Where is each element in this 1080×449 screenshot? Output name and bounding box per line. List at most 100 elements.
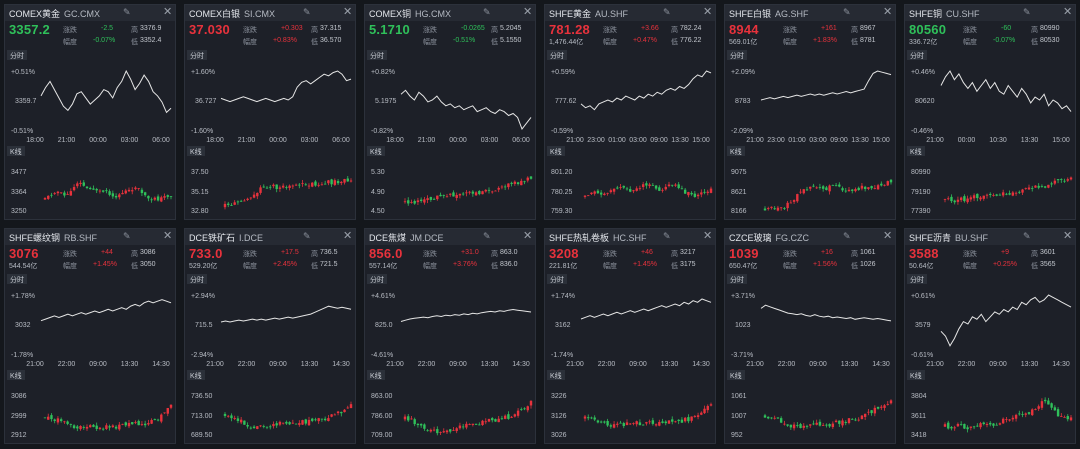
candle-body (792, 424, 796, 429)
tab-kline[interactable]: K线 (7, 146, 25, 156)
candle-body (166, 408, 169, 414)
candle-body (619, 422, 622, 424)
candle-body (47, 195, 50, 199)
candle-body (114, 426, 118, 429)
candle-body (410, 418, 413, 420)
candle-body (118, 194, 121, 198)
intraday-time-label: 13:30 (1021, 361, 1039, 367)
tab-intraday[interactable]: 分时 (547, 50, 567, 60)
close-icon[interactable]: ✕ (163, 230, 173, 242)
candle-body (831, 185, 835, 186)
quote-panel[interactable]: SHFE铜 CU.SHF ✎ ✕ 80560 336.72亿 涨跌 -60 高 80990 幅度 -0… (904, 4, 1076, 220)
close-icon[interactable]: ✕ (343, 230, 353, 242)
quote-panel[interactable]: SHFE黄金 AU.SHF ✎ ✕ 781.28 1,476.44亿 涨跌 +3.66 高 782… (544, 4, 716, 220)
tab-intraday[interactable]: 分时 (187, 50, 207, 60)
intraday-time-label: 13:30 (671, 137, 689, 143)
quote-panel[interactable]: SHFE沥青 BU.SHF ✎ ✕ 3588 50.64亿 涨跌 +9 高 3601 幅度 +0.25… (904, 228, 1076, 444)
kline-chart: 34773364325005-2306-0206-1006-1806-26 (11, 169, 173, 215)
tab-intraday[interactable]: 分时 (727, 50, 747, 60)
instrument-code: AU.SHF (595, 9, 629, 19)
high-value: 1061 (860, 249, 876, 256)
candle-body (131, 422, 134, 425)
quote-panel[interactable]: CZCE玻璃 FG.CZC ✎ ✕ 1039 650.47亿 涨跌 +16 高 1061 幅度 +1.… (724, 228, 896, 444)
candle-body (455, 428, 458, 432)
intraday-time-label: 06:00 (512, 137, 530, 143)
candle-body (227, 415, 230, 417)
tab-kline[interactable]: K线 (907, 146, 925, 156)
pencil-icon[interactable]: ✎ (123, 231, 131, 241)
tab-kline[interactable]: K线 (727, 370, 745, 380)
candle-body (526, 406, 529, 411)
quote-panel[interactable]: SHFE白银 AG.SHF ✎ ✕ 8944 569.01亿 涨跌 +161 高 8967 幅度 +1… (724, 4, 896, 220)
tab-kline[interactable]: K线 (367, 370, 385, 380)
candle-body (249, 427, 253, 429)
tab-intraday[interactable]: 分时 (7, 50, 27, 60)
candle-body (1005, 419, 1008, 420)
close-icon[interactable]: ✕ (703, 230, 713, 242)
low-label: 低 (851, 39, 858, 46)
candle-body (478, 190, 481, 195)
close-icon[interactable]: ✕ (883, 230, 893, 242)
quote-panel[interactable]: COMEX铜 HG.CMX ✎ ✕ 5.1710 涨跌 -0.0265 高 5.2045 幅度 -0… (364, 4, 536, 220)
pencil-icon[interactable]: ✎ (843, 231, 851, 241)
candle-body (500, 186, 504, 188)
tab-kline[interactable]: K线 (907, 370, 925, 380)
pencil-icon[interactable]: ✎ (303, 7, 311, 17)
intraday-time-label: 09:00 (89, 361, 107, 367)
tab-intraday[interactable]: 分时 (547, 274, 567, 284)
candle-body (95, 425, 98, 429)
tab-intraday[interactable]: 分时 (367, 50, 387, 60)
candle-body (333, 414, 337, 416)
low-label: 低 (1031, 263, 1038, 270)
pencil-icon[interactable]: ✎ (123, 7, 131, 17)
close-icon[interactable]: ✕ (703, 6, 713, 18)
close-icon[interactable]: ✕ (1063, 230, 1073, 242)
tab-kline[interactable]: K线 (727, 146, 745, 156)
candle-body (69, 191, 73, 196)
quote-panel[interactable]: SHFE热轧卷板 HC.SHF ✎ ✕ 3208 221.81亿 涨跌 +46 高 3217 幅度 +… (544, 228, 716, 444)
tab-kline[interactable]: K线 (547, 146, 565, 156)
pencil-icon[interactable]: ✎ (663, 231, 671, 241)
tab-intraday[interactable]: 分时 (907, 50, 927, 60)
turnover: 650.47亿 (729, 263, 758, 270)
quote-panel[interactable]: COMEX白银 SI.CMX ✎ ✕ 37.030 涨跌 +0.303 高 37.315 幅度 +0… (184, 4, 356, 220)
close-icon[interactable]: ✕ (343, 6, 353, 18)
tab-intraday[interactable]: 分时 (367, 274, 387, 284)
pencil-icon[interactable]: ✎ (483, 7, 491, 17)
tab-intraday[interactable]: 分时 (7, 274, 27, 284)
quote-panel[interactable]: SHFE螺纹钢 RB.SHF ✎ ✕ 3076 544.54亿 涨跌 +44 高 3086 幅度 +1… (4, 228, 176, 444)
quote-panel[interactable]: DCE焦煤 JM.DCE ✎ ✕ 856.0 557.14亿 涨跌 +31.0 高 863.0 幅度… (364, 228, 536, 444)
candle-body (590, 192, 593, 195)
tab-kline[interactable]: K线 (187, 146, 205, 156)
pencil-icon[interactable]: ✎ (1023, 231, 1031, 241)
close-icon[interactable]: ✕ (883, 6, 893, 18)
pencil-icon[interactable]: ✎ (483, 231, 491, 241)
low-label: 低 (671, 39, 678, 46)
tab-kline[interactable]: K线 (367, 146, 385, 156)
tab-intraday[interactable]: 分时 (907, 274, 927, 284)
close-icon[interactable]: ✕ (523, 6, 533, 18)
tab-intraday[interactable]: 分时 (727, 274, 747, 284)
tab-kline[interactable]: K线 (187, 370, 205, 380)
tab-kline[interactable]: K线 (547, 370, 565, 380)
candle-body (458, 425, 462, 429)
tab-kline[interactable]: K线 (7, 370, 25, 380)
pencil-icon[interactable]: ✎ (1023, 7, 1031, 17)
kline-chart: 90758621816605-2205-3006-1006-1806-26 (731, 169, 893, 215)
quote-panel[interactable]: DCE铁矿石 I.DCE ✎ ✕ 733.0 529.20亿 涨跌 +17.5 高 736.5 幅度… (184, 228, 356, 444)
pencil-icon[interactable]: ✎ (843, 7, 851, 17)
candle-body (635, 188, 638, 191)
pencil-icon[interactable]: ✎ (663, 7, 671, 17)
quote-panel[interactable]: COMEX黄金 GC.CMX ✎ ✕ 3357.2 涨跌 -2.5 高 3376.9 幅度 -0.0… (4, 4, 176, 220)
close-icon[interactable]: ✕ (163, 6, 173, 18)
close-icon[interactable]: ✕ (523, 230, 533, 242)
kline-min-label: 4.50 (371, 208, 385, 215)
low-value: 776.22 (680, 37, 702, 44)
pencil-icon[interactable]: ✎ (303, 231, 311, 241)
candle-body (134, 187, 137, 190)
turnover: 529.20亿 (189, 263, 218, 270)
candle-body (327, 418, 330, 422)
close-icon[interactable]: ✕ (1063, 6, 1073, 18)
kline-chart: 30862999291205-2205-3006-1006-1806-26 (11, 393, 173, 439)
tab-intraday[interactable]: 分时 (187, 274, 207, 284)
